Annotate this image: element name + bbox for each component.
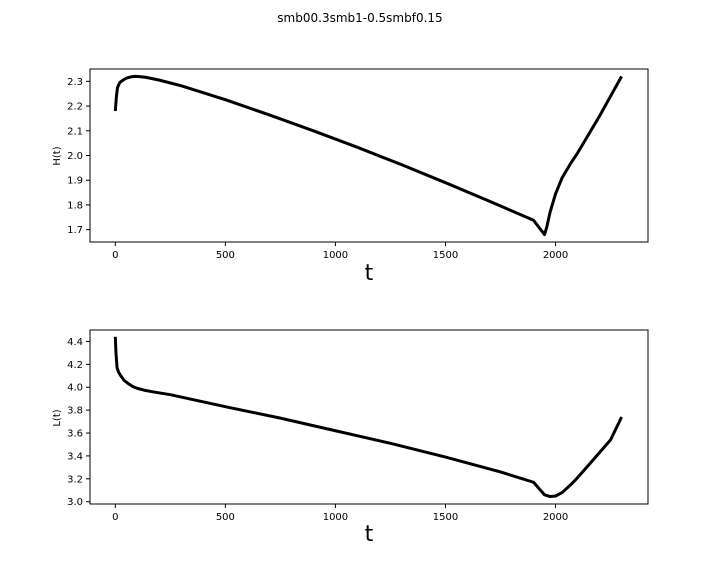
figure-title: smb00.3smb1-0.5smbf0.15 (277, 11, 442, 25)
y-axis-label-l: L(t) (52, 409, 63, 426)
y-tick-label-h: 1.7 (67, 225, 83, 236)
x-tick-label-l: 2000 (543, 512, 568, 523)
chart-h: 0 500 1000 1500 2000 1.7 1.8 1.9 2.0 2.1 2.2 2.3 t… (52, 68, 649, 286)
y-tick-label-h: 2.3 (67, 77, 83, 88)
chart-l: 0 500 1000 1500 2000 3.0 3.2 3.4 3.6 3.8 4.0 4.2 4.… (52, 329, 649, 547)
x-tick-label-l: 0 (112, 512, 118, 523)
series-line-h-0 (113, 74, 623, 237)
y-tick-label-l: 4.4 (67, 337, 83, 348)
x-axis-l: 0 500 1000 1500 2000 (112, 504, 568, 523)
axes-frame-h (89, 68, 649, 243)
x-tick-label-h: 2000 (543, 250, 568, 261)
series-line-l-0 (113, 336, 623, 499)
y-tick-label-h: 2.1 (67, 126, 83, 137)
x-axis-label-l: t (365, 522, 374, 547)
y-tick-label-l: 3.8 (67, 406, 83, 417)
x-tick-label-h: 1500 (433, 250, 458, 261)
y-tick-label-l: 3.6 (67, 429, 83, 440)
y-axis-h: 1.7 1.8 1.9 2.0 2.1 2.2 2.3 (67, 77, 90, 236)
x-tick-label-h: 1000 (323, 250, 348, 261)
x-axis-h: 0 500 1000 1500 2000 (112, 242, 568, 261)
y-tick-label-h: 2.0 (67, 151, 83, 162)
x-tick-label-l: 1500 (433, 512, 458, 523)
x-tick-label-l: 500 (216, 512, 235, 523)
y-tick-label-l: 4.2 (67, 360, 83, 371)
y-tick-label-l: 3.0 (67, 497, 83, 508)
y-tick-label-h: 2.2 (67, 102, 83, 113)
axes-frame-l (89, 329, 649, 505)
plot-area-h (113, 74, 623, 237)
plot-area-l (113, 336, 623, 499)
y-tick-label-l: 3.4 (67, 451, 83, 462)
y-tick-label-h: 1.8 (67, 200, 83, 211)
y-tick-label-h: 1.9 (67, 176, 83, 187)
y-tick-label-l: 3.2 (67, 474, 83, 485)
y-axis-label-h: H(t) (52, 146, 63, 165)
y-tick-label-l: 4.0 (67, 383, 83, 394)
y-axis-l: 3.0 3.2 3.4 3.6 3.8 4.0 4.2 4.4 (67, 337, 90, 508)
x-tick-label-h: 0 (112, 250, 118, 261)
x-axis-label-h: t (365, 261, 374, 286)
x-tick-label-h: 500 (216, 250, 235, 261)
x-tick-label-l: 1000 (323, 512, 348, 523)
